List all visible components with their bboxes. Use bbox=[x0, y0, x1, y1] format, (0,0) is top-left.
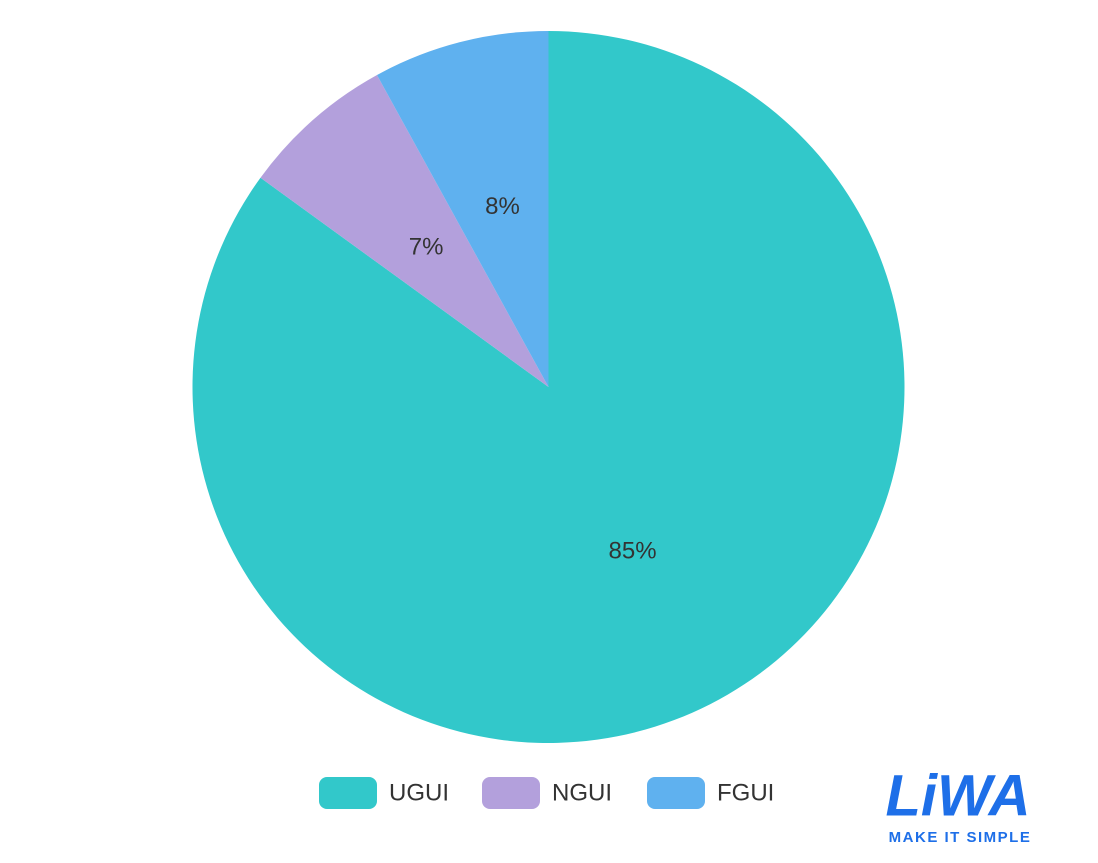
watermark-tagline: MAKE IT SIMPLE bbox=[889, 829, 1032, 846]
legend-label: FGUI bbox=[717, 779, 774, 806]
pie-slice bbox=[376, 31, 549, 387]
watermark-logo: LiWA bbox=[886, 763, 1031, 828]
pie-slice bbox=[260, 75, 549, 387]
legend-swatch bbox=[647, 777, 705, 809]
slice-label: 7% bbox=[409, 233, 444, 260]
slice-label: 85% bbox=[609, 537, 657, 564]
legend-swatch bbox=[319, 777, 377, 809]
legend-label: UGUI bbox=[389, 779, 449, 806]
legend-swatch bbox=[482, 777, 540, 809]
slice-label: 8% bbox=[485, 193, 520, 220]
legend-label: NGUI bbox=[552, 779, 612, 806]
